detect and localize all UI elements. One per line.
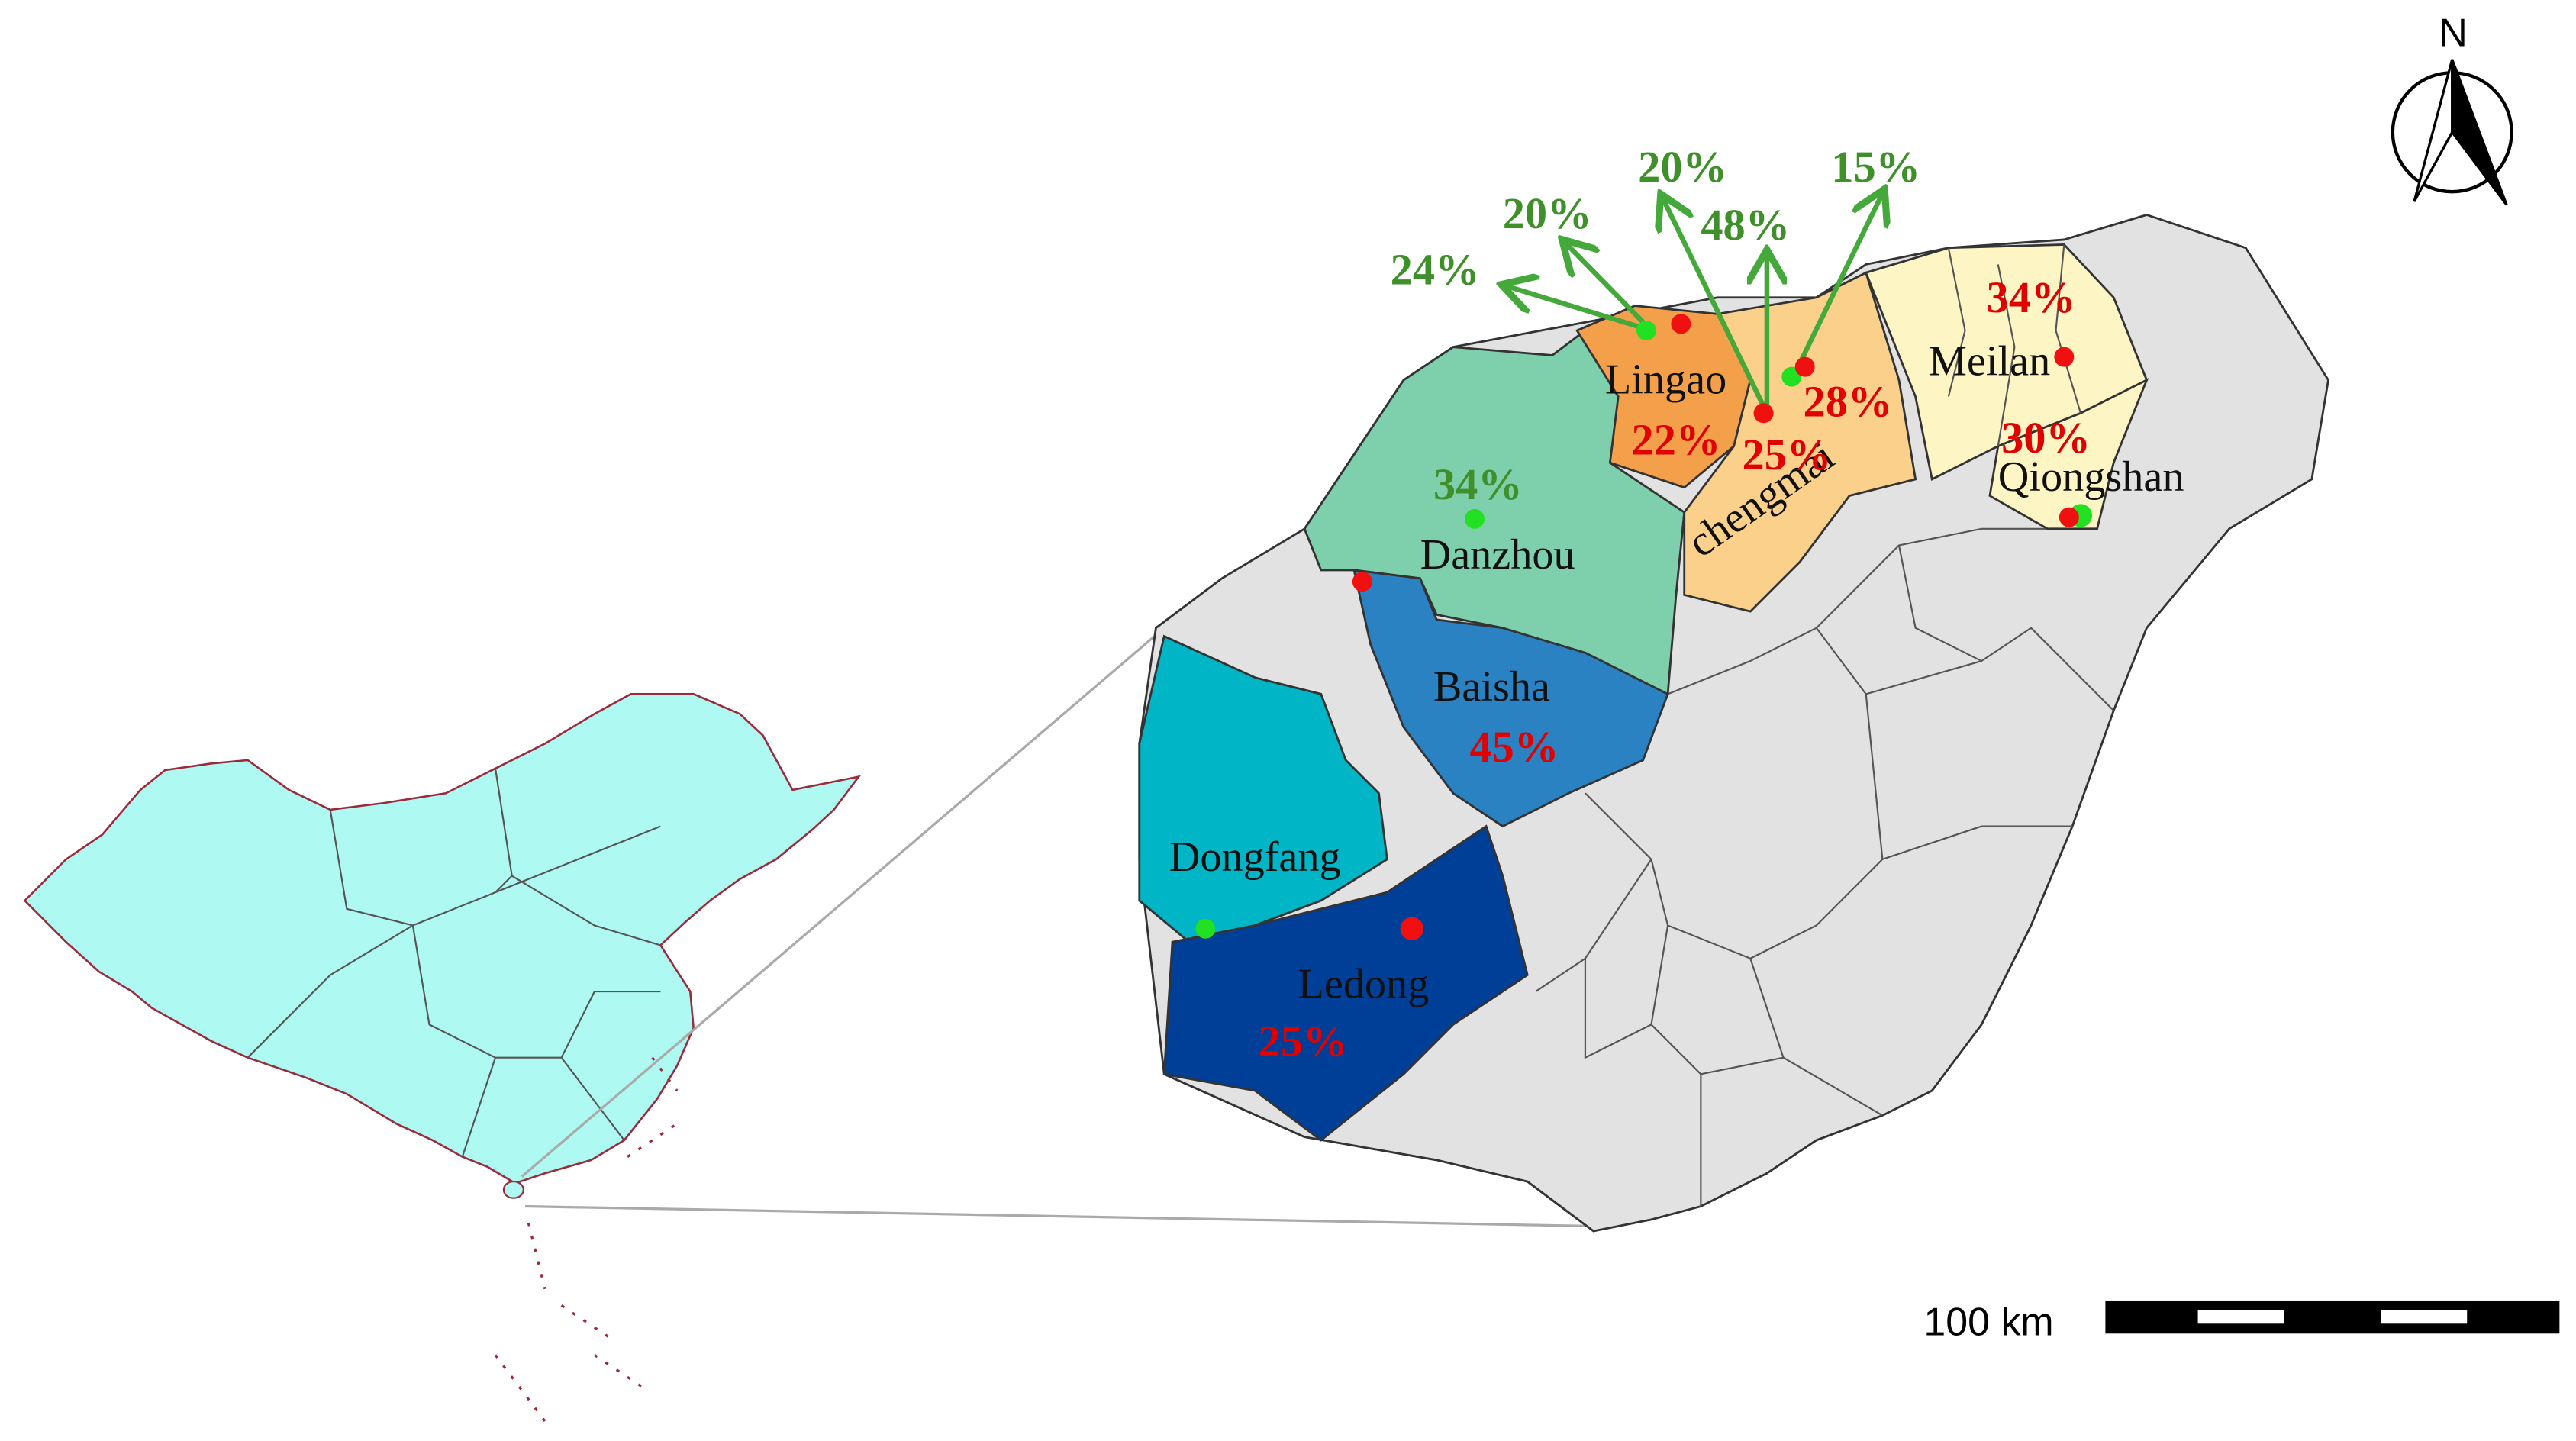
china-provinces [247, 768, 661, 1157]
scale-bar-segment [2381, 1310, 2468, 1324]
region-label: Baisha [1433, 663, 1550, 711]
compass-needle [2451, 59, 2508, 206]
flow-arrow [1663, 198, 1769, 414]
region-baisha [1352, 569, 1669, 828]
red-dot [1753, 403, 1774, 424]
red-dot [1352, 572, 1372, 592]
flow-arrow [1506, 286, 1652, 334]
green-dot [1636, 321, 1656, 341]
county-borders [1535, 527, 2114, 1207]
green-percentage: 20% [1503, 189, 1592, 238]
region-label: Qiongshan [1998, 453, 2184, 501]
red-dot [1794, 356, 1815, 377]
green-dot [1195, 918, 1216, 939]
region-label: Dongfang [1169, 833, 1341, 881]
region-label: Lingao [1605, 356, 1726, 403]
red-percentage: 34% [1987, 272, 2076, 322]
zoom-line [521, 627, 1165, 1178]
flow-arrow [1565, 243, 1653, 333]
green-dot [1464, 508, 1485, 529]
scale-bar: 100 km [1923, 1300, 2560, 1344]
region-label: Meilan [1929, 337, 2050, 385]
north-arrow: N [2391, 11, 2513, 206]
north-label: N [2439, 11, 2468, 56]
red-percentage: 30% [2001, 413, 2091, 463]
green-percentage: 48% [1701, 200, 1790, 250]
red-dot [1671, 314, 1691, 334]
red-percentage: 25% [1742, 430, 1831, 479]
green-percentage: 34% [1433, 459, 1523, 509]
flow-arrow [1789, 193, 1882, 382]
islands [494, 1056, 679, 1422]
red-dot [1400, 917, 1423, 940]
green-percentage: 24% [1391, 244, 1480, 294]
hainan-small [502, 1180, 524, 1199]
region-dongfang [1138, 634, 1388, 943]
scale-bar-segment [2197, 1310, 2284, 1324]
region-label: Danzhou [1420, 531, 1575, 579]
red-dot [2054, 347, 2075, 367]
china-map [23, 693, 862, 1185]
zoom-line [524, 1204, 1594, 1228]
green-percentage: 20% [1638, 142, 1727, 192]
green-percentage: 15% [1831, 142, 1920, 192]
red-percentage: 45% [1469, 722, 1559, 772]
red-dot [2059, 507, 2079, 527]
scale-bar-frame [2105, 1300, 2560, 1334]
red-percentage: 22% [1632, 414, 1721, 464]
scale-label: 100 km [1923, 1300, 2053, 1344]
region-label: Ledong [1298, 961, 1429, 1008]
red-percentage: 25% [1259, 1017, 1348, 1066]
region-ledong [1162, 824, 1529, 1142]
red-percentage: 28% [1804, 377, 1893, 427]
meilan-districts [1947, 244, 2081, 446]
region-qiongshan [1988, 378, 2149, 530]
red-dots [1352, 314, 2079, 940]
